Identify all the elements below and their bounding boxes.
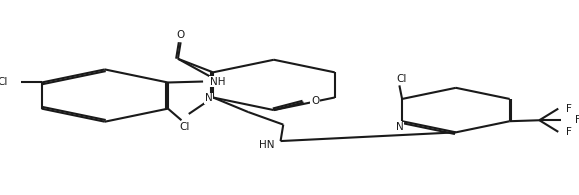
Text: Cl: Cl: [397, 74, 406, 84]
Text: Cl: Cl: [179, 122, 189, 132]
Text: HN: HN: [259, 140, 275, 150]
Text: O: O: [177, 30, 185, 40]
Text: NH: NH: [210, 76, 225, 87]
Text: F: F: [566, 127, 572, 137]
Text: N: N: [205, 93, 212, 104]
Text: F: F: [566, 104, 572, 114]
Text: F: F: [576, 115, 579, 125]
Text: N: N: [395, 122, 403, 132]
Text: O: O: [312, 96, 320, 106]
Text: Cl: Cl: [0, 77, 8, 88]
